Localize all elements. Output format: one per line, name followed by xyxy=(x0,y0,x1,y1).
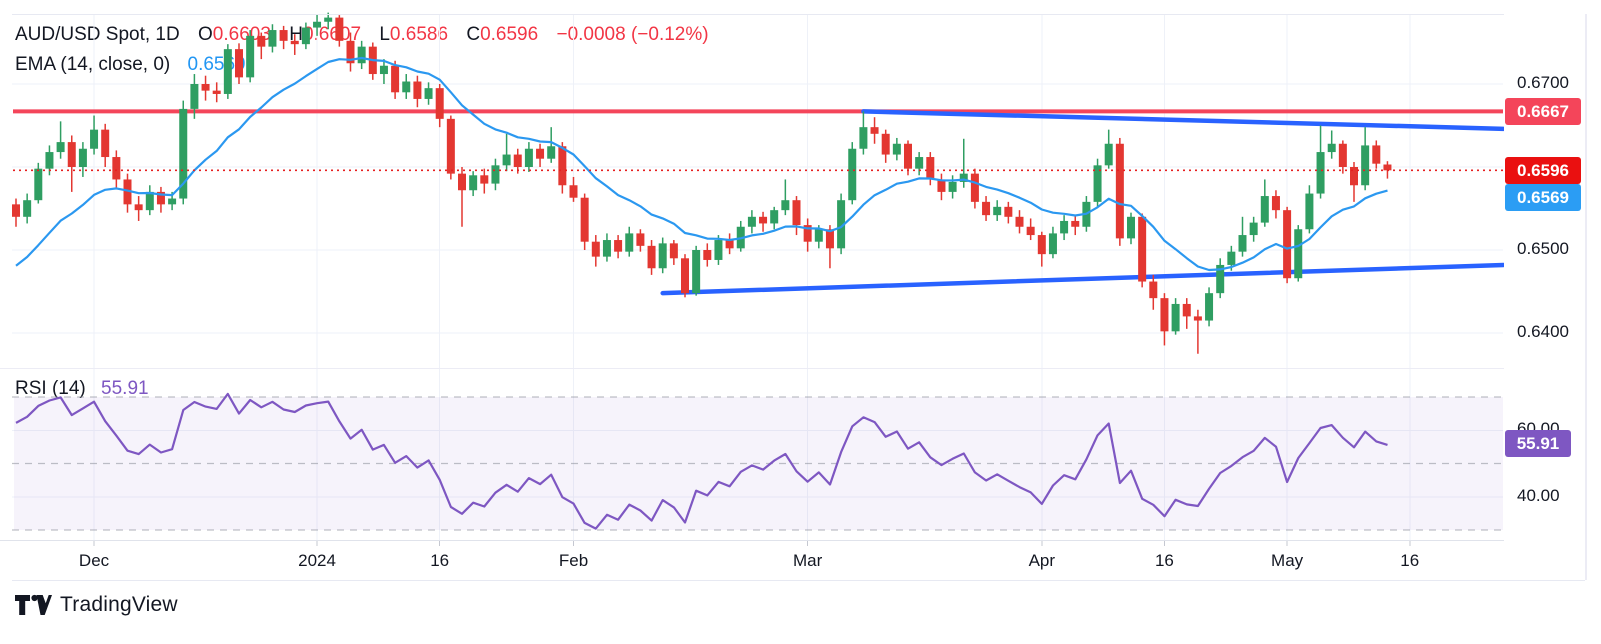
time-axis[interactable]: Dec 2024 16 Feb Mar Apr 16 May 16 xyxy=(0,540,1504,580)
time-axis-label-2024: 2024 xyxy=(298,551,336,570)
high-label: H xyxy=(289,24,303,45)
ema-label: EMA (14, close, 0) xyxy=(15,54,171,75)
time-axis-label-16: 16 xyxy=(1400,551,1420,570)
close-label: C xyxy=(466,24,481,45)
low-value: 0.6586 xyxy=(389,24,449,45)
ema-line[interactable] xyxy=(15,56,1388,272)
close-value: 0.6596 xyxy=(480,24,539,45)
rsi-value-badge: 55.91 xyxy=(1505,430,1571,458)
trendline-upper[interactable] xyxy=(861,109,1506,132)
price-axis-label: 0.6700 xyxy=(1517,73,1569,92)
axis-right-border xyxy=(1585,14,1587,580)
rsi-label: RSI (14) xyxy=(15,378,86,399)
timeaxis-bottom-border xyxy=(12,580,1585,581)
time-axis-label-feb: Feb xyxy=(558,551,589,570)
rsi-value: 55.91 xyxy=(101,378,149,399)
rsi-timeaxis-separator xyxy=(0,540,1585,541)
symbol-title: AUD/USD Spot, 1D xyxy=(15,24,180,45)
price-axis-label: 0.6500 xyxy=(1517,239,1569,258)
ema-price-badge: 0.6569 xyxy=(1505,183,1581,211)
price-axis-label: 0.6400 xyxy=(1517,322,1569,341)
resistance-price-badge: 0.6667 xyxy=(1505,97,1581,125)
pane-top-border xyxy=(12,14,1585,15)
rsi-line[interactable] xyxy=(15,392,1388,530)
last-price-badge: 0.6596 xyxy=(1505,156,1581,184)
time-axis-label-mar: Mar xyxy=(793,551,823,570)
price-axis[interactable]: 40.00 60.00 0.6400 0.6500 0.6700 0.6667 0.65… xyxy=(1504,0,1585,580)
tradingview-icon xyxy=(15,594,52,615)
symbol-legend[interactable]: AUD/USD Spot, 1D O0.6603 H0.6607 L0.6586… xyxy=(15,24,709,76)
tradingview-brand-text: TradingView xyxy=(60,593,178,616)
price-rsi-separator[interactable] xyxy=(0,368,1585,369)
symbol-legend-row1: AUD/USD Spot, 1D O0.6603 H0.6607 L0.6586… xyxy=(15,24,709,46)
change-value: −0.0008 (−0.12%) xyxy=(556,24,709,45)
rsi-axis-label: 40.00 xyxy=(1517,485,1560,505)
candles xyxy=(12,12,1392,354)
time-axis-label-apr: Apr xyxy=(1028,551,1056,570)
open-label: O xyxy=(198,24,213,45)
rsi-legend[interactable]: RSI (14) 55.91 xyxy=(15,378,149,400)
tradingview-logo[interactable]: TradingView xyxy=(14,593,178,617)
time-axis-label-16: 16 xyxy=(1154,551,1174,570)
time-axis-label-may: May xyxy=(1271,551,1304,570)
open-value: 0.6603 xyxy=(212,24,271,45)
time-axis-label-16: 16 xyxy=(430,551,450,570)
trendline-lower[interactable] xyxy=(660,262,1506,296)
time-axis-label-dec: Dec xyxy=(78,551,110,570)
low-label: L xyxy=(379,24,390,45)
